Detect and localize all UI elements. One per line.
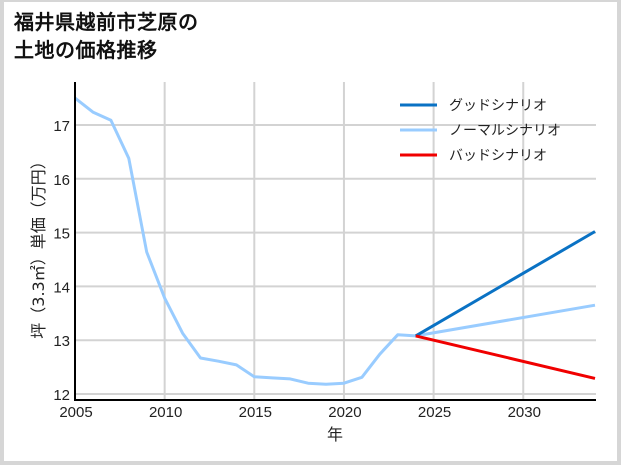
chart-title-line1: 福井県越前市芝原の xyxy=(14,10,199,34)
chart-title: 福井県越前市芝原の 土地の価格推移 xyxy=(14,8,199,64)
legend-label: ノーマルシナリオ xyxy=(449,123,561,139)
x-axis-label: 年 xyxy=(327,425,343,444)
x-tick-label: 2020 xyxy=(328,404,361,421)
series-line xyxy=(415,334,596,380)
x-tick-label: 2030 xyxy=(508,404,541,421)
chart-title-line2: 土地の価格推移 xyxy=(14,38,158,62)
legend-label: グッドシナリオ xyxy=(449,98,547,114)
series-line xyxy=(414,230,596,338)
x-tick-label: 2025 xyxy=(418,404,451,421)
tick-labels: 12 13 14 15 16 17 2005 2010 2015 2020 2025 2030 xyxy=(53,118,541,421)
series-line xyxy=(74,96,596,386)
y-axis-label: 坪（3.3㎡）単価（万円） xyxy=(29,153,48,338)
legend-label: バッドシナリオ xyxy=(449,148,547,164)
y-tick-label: 17 xyxy=(53,118,70,135)
x-tick-label: 2010 xyxy=(149,404,182,421)
y-tick-label: 12 xyxy=(53,387,70,404)
x-tick-label: 2015 xyxy=(239,404,272,421)
y-tick-label: 13 xyxy=(53,333,70,350)
grid-lines xyxy=(75,82,596,400)
y-tick-label: 14 xyxy=(53,279,70,296)
y-tick-label: 15 xyxy=(53,226,70,243)
series-lines xyxy=(74,96,596,386)
x-tick-label: 2005 xyxy=(59,404,92,421)
y-tick-label: 16 xyxy=(53,172,70,189)
axes xyxy=(74,82,596,401)
